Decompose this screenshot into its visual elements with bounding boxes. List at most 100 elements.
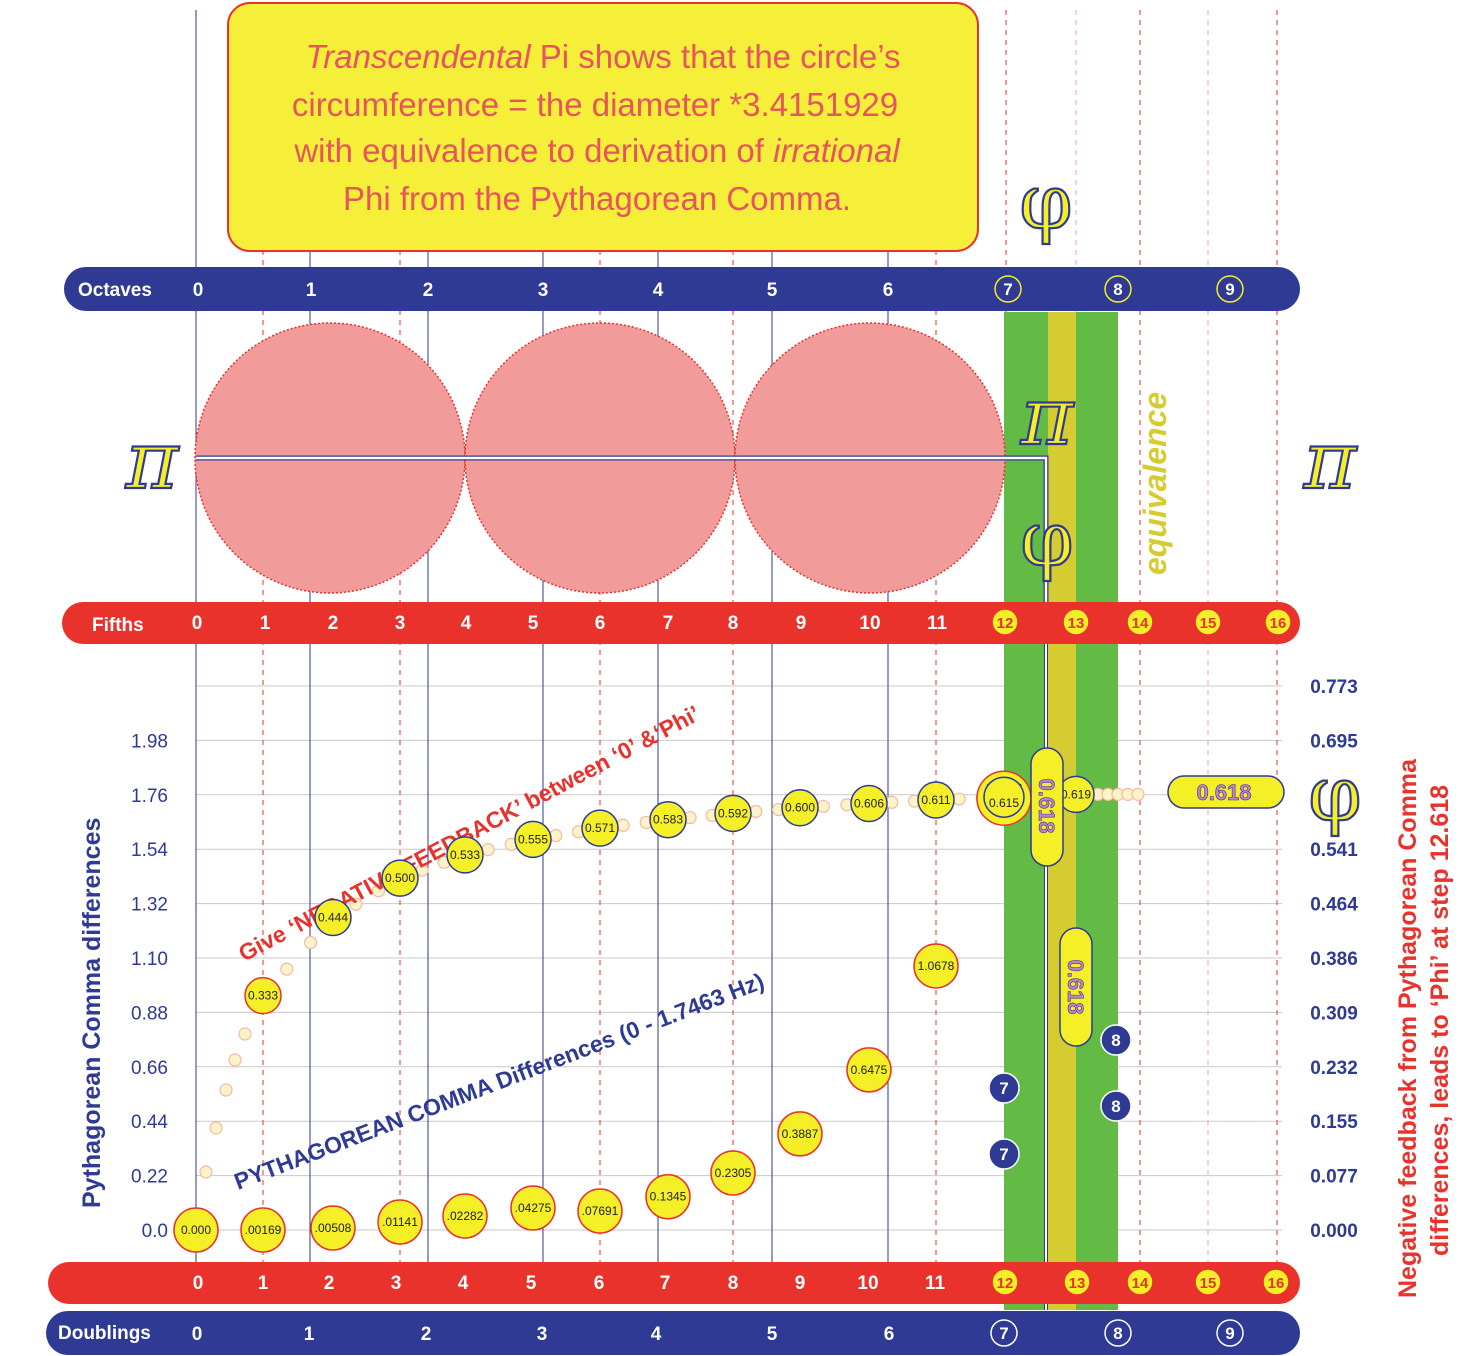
band-circled-tick bbox=[1262, 1268, 1290, 1296]
band-tick: 7 bbox=[663, 613, 674, 634]
trail-dot bbox=[616, 818, 630, 832]
octave-marker-label: 8 bbox=[1111, 1097, 1120, 1116]
band-tick: 3 bbox=[537, 1324, 548, 1345]
feedback-point bbox=[714, 794, 752, 833]
comma-point-label: 1.0678 bbox=[918, 959, 955, 973]
title-line3-italic: irrational bbox=[773, 132, 901, 169]
phi-symbol-right: φ bbox=[1308, 749, 1361, 838]
title-line3: with equivalence to derivation of bbox=[293, 132, 773, 169]
feedback-point-label: 0.611 bbox=[921, 793, 950, 807]
comma-point bbox=[577, 1188, 623, 1234]
octave-marker-label: 7 bbox=[999, 1079, 1008, 1098]
band-circled-tick bbox=[1194, 608, 1222, 636]
right-tick-label: 0.386 bbox=[1310, 949, 1358, 970]
trail-dot bbox=[952, 792, 966, 806]
comma-point bbox=[240, 1207, 286, 1253]
comma-point-label: 0.000 bbox=[181, 1223, 211, 1237]
comma-point-label: .02282 bbox=[447, 1209, 484, 1223]
feedback-point-label: 0.571 bbox=[585, 821, 615, 835]
feedback-point bbox=[514, 820, 552, 859]
band-tick: 11 bbox=[925, 1273, 946, 1294]
phi-tag-vertical-1: 0.618 bbox=[1030, 747, 1064, 867]
title-line4: Phi from the Pythagorean Comma. bbox=[343, 180, 851, 217]
title-line2: circumference = the diameter *3.4151929 bbox=[292, 86, 898, 123]
right-tick-label: 0.464 bbox=[1310, 895, 1358, 916]
band-tick: 1 bbox=[260, 613, 271, 634]
band-tick: 2 bbox=[423, 280, 434, 301]
feedback-point-label: 0.619 bbox=[1061, 787, 1091, 801]
band-tick: 8 bbox=[728, 613, 739, 634]
band-circled-tick-label: 8 bbox=[1113, 1324, 1122, 1343]
right-tick-label: 0.000 bbox=[1310, 1221, 1358, 1242]
band-circled-tick bbox=[1194, 1268, 1222, 1296]
octave-marker-label: 8 bbox=[1111, 1031, 1120, 1050]
comma-point-label: 0.2305 bbox=[715, 1166, 752, 1180]
phi-tag-vertical-2: 0.618 bbox=[1059, 927, 1093, 1047]
trail-dot bbox=[816, 799, 831, 813]
feedback-point-label: 0.583 bbox=[653, 813, 683, 827]
octave-markers: 7 7 8 8 bbox=[988, 1024, 1132, 1170]
left-axis-ticks: 0.0 0.22 0.44 0.66 0.88 1.10 1.32 1.54 1.76 1.98 bbox=[131, 731, 168, 1242]
comma-point bbox=[645, 1173, 691, 1220]
equivalence-label: equivalence bbox=[1137, 392, 1173, 575]
band-tick: 3 bbox=[395, 613, 406, 634]
feedback-point bbox=[446, 836, 484, 874]
left-tick-label: 0.88 bbox=[131, 1003, 168, 1024]
band-tick: 0 bbox=[192, 1324, 203, 1345]
comma-point bbox=[846, 1047, 892, 1093]
band-circled-tick bbox=[1104, 1319, 1132, 1347]
left-tick-label: 0.22 bbox=[131, 1167, 168, 1188]
phi-tag-horizontal-text: 0.618 bbox=[1196, 780, 1251, 805]
fifths-band-top: Fifths 0 1 2 3 4 5 6 7 8 9 10 11 12 13 14 15 16 bbox=[62, 602, 1300, 644]
right-tick-label: 0.309 bbox=[1310, 1003, 1358, 1024]
phi-symbol-middle: φ bbox=[1020, 494, 1073, 583]
band-tick: 5 bbox=[526, 1273, 537, 1294]
trail-dot bbox=[371, 884, 386, 898]
title-line1-italic: Transcendental bbox=[306, 38, 533, 75]
feedback-series: 0.333 0.444 0.500 0.533 0.555 0.571 0.583 0.592… bbox=[244, 775, 1095, 1015]
left-tick-label: 1.98 bbox=[131, 731, 168, 752]
octave-marker bbox=[1100, 1024, 1132, 1056]
feedback-point bbox=[244, 976, 282, 1015]
band-tick: 10 bbox=[859, 613, 880, 634]
band-circled-tick bbox=[1104, 275, 1132, 303]
band-tick: 6 bbox=[883, 280, 894, 301]
band-circled-tick bbox=[991, 1268, 1019, 1296]
band-tick: 7 bbox=[660, 1273, 671, 1294]
phi-tag-vertical-1-text: 0.618 bbox=[1034, 778, 1059, 833]
trail-dot bbox=[238, 1027, 252, 1041]
feedback-point-label: 0.444 bbox=[318, 911, 348, 925]
left-axis-label: Pythagorean Comma differences bbox=[78, 818, 106, 1208]
trail-dot bbox=[349, 897, 363, 911]
band-circled-tick-label: 9 bbox=[1225, 280, 1234, 299]
feedback-point-label: 0.606 bbox=[854, 797, 884, 811]
comma-point-label: 0.6475 bbox=[851, 1063, 888, 1077]
left-tick-label: 1.10 bbox=[131, 949, 168, 970]
left-tick-label: 0.44 bbox=[131, 1112, 168, 1133]
band-tick: 9 bbox=[795, 1273, 806, 1294]
octave-marker bbox=[988, 1072, 1020, 1104]
comma-point-label: .00169 bbox=[245, 1223, 282, 1237]
right-tick-label: 0.695 bbox=[1310, 731, 1358, 752]
comma-point bbox=[777, 1111, 823, 1157]
feedback-point-label: 0.600 bbox=[785, 801, 815, 815]
right-tick-label: 0.232 bbox=[1310, 1058, 1358, 1079]
band-tick: 1 bbox=[258, 1273, 269, 1294]
trail-dot bbox=[209, 1121, 223, 1135]
band-tick: 2 bbox=[328, 613, 339, 634]
left-tick-label: 0.0 bbox=[142, 1221, 168, 1242]
band-circled-tick bbox=[1126, 608, 1154, 636]
comma-point-label: 0.3887 bbox=[782, 1127, 819, 1141]
title-line1: Pi shows that the circle’s bbox=[531, 38, 901, 75]
band-circled-tick bbox=[994, 275, 1022, 303]
octave-marker-label: 7 bbox=[999, 1145, 1008, 1164]
band-circled-tick-label: 15 bbox=[1200, 1275, 1217, 1292]
feedback-trail bbox=[199, 787, 1145, 1179]
left-tick-label: 0.66 bbox=[131, 1058, 168, 1079]
band-circled-tick-label: 9 bbox=[1225, 1324, 1234, 1343]
band-circled-tick-label: 12 bbox=[997, 1275, 1014, 1292]
right-axis-ticks: 0.000 0.077 0.155 0.232 0.309 0.386 0.464 0.541… bbox=[1310, 677, 1358, 1242]
title-box: Transcendental Pi shows that the circle’… bbox=[227, 2, 979, 252]
octaves-band: Octaves 0 1 2 3 4 5 6 7 8 9 bbox=[64, 267, 1300, 311]
